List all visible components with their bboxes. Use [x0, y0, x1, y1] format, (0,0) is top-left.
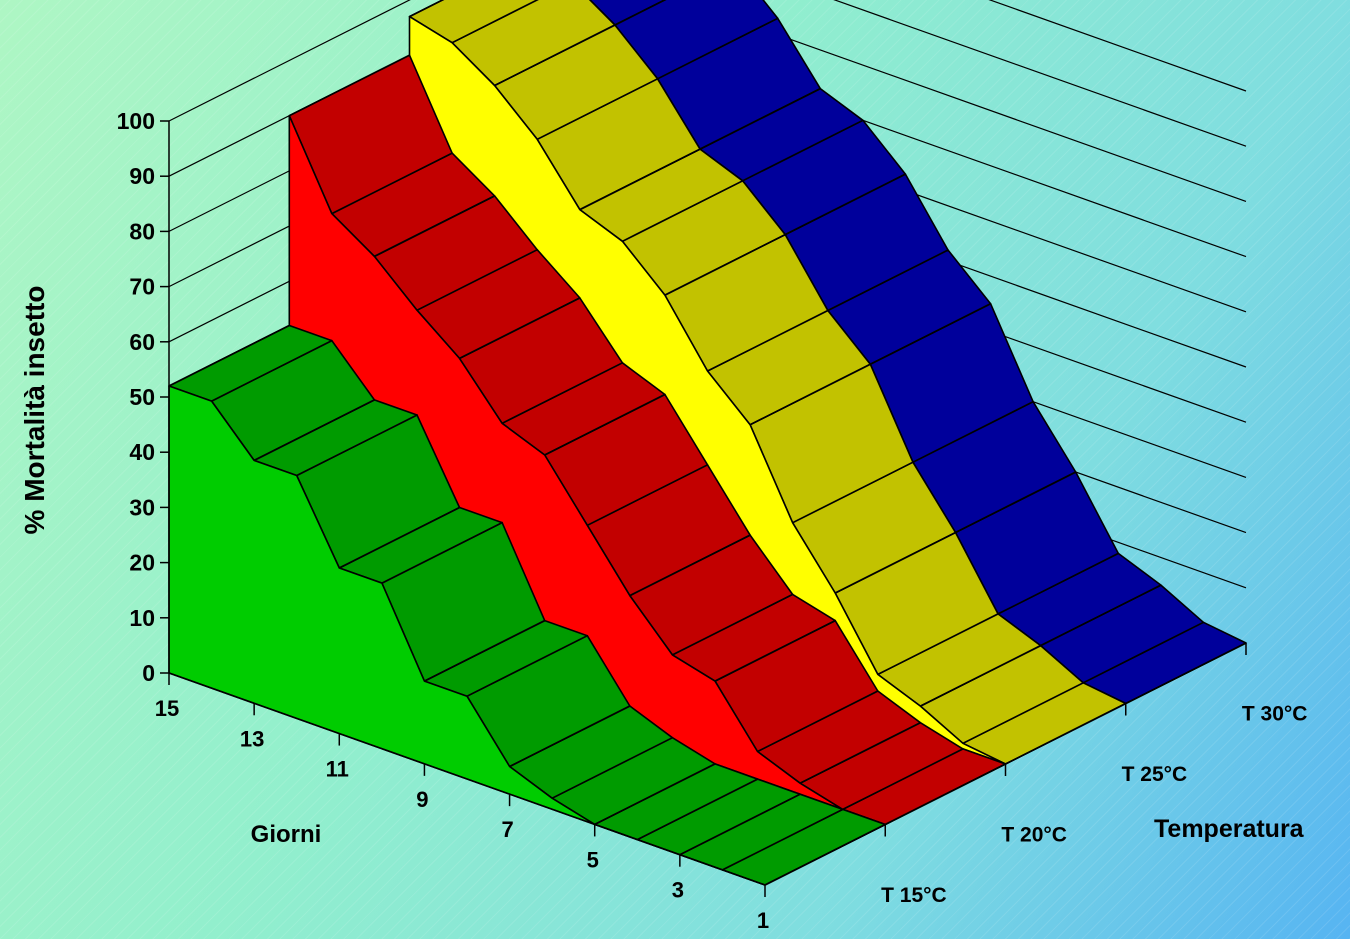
surface-cross-line	[424, 619, 546, 682]
y-tick-label: 50	[129, 384, 155, 410]
surface-cross-line	[629, 534, 751, 597]
surface-cross-line	[509, 705, 631, 768]
surface-cross-line	[288, 54, 410, 117]
x-tick-label: 11	[326, 757, 349, 782]
x-tick-label: 13	[240, 726, 264, 751]
surface-cross-line	[869, 303, 991, 365]
y-tick-label: 40	[129, 439, 155, 465]
z-tick-label: T 30°C	[1242, 702, 1308, 725]
surface-cross-line	[253, 399, 375, 462]
y-axis-title: % Mortalità insetto	[19, 286, 50, 535]
y-tick-label: 20	[129, 550, 155, 576]
x-tick-label: 5	[587, 847, 599, 872]
surface-cross-line	[834, 531, 956, 594]
y-tick-label: 80	[129, 218, 155, 244]
x-axis-line	[168, 672, 766, 886]
gridline	[168, 0, 1247, 122]
series-surfaces	[168, 0, 1247, 886]
surface-cross-line	[614, 0, 667, 26]
z-tick-label: T 15°C	[881, 884, 947, 907]
x-tick-label: 3	[672, 878, 684, 903]
surface-cross-line	[594, 763, 716, 826]
y-tick-label: 70	[129, 274, 155, 300]
x-axis-title: Giorni	[251, 821, 322, 848]
y-tick-label: 60	[129, 329, 155, 355]
surface-cross-line	[374, 195, 496, 258]
surface-cross-line	[459, 297, 581, 360]
surface-cross-line	[799, 721, 921, 784]
surface-cross-line	[544, 393, 666, 456]
x-tick-label: 15	[155, 696, 179, 721]
surface-cross-line	[579, 148, 701, 211]
surface-cross-line	[784, 173, 906, 236]
surface-cross-line	[749, 363, 871, 426]
x-tick-label: 1	[757, 908, 769, 933]
surface-cross-line	[1040, 584, 1162, 647]
x-tick-label: 9	[416, 787, 428, 812]
surface-cross-line	[338, 506, 460, 569]
x-tick-label: 7	[501, 817, 513, 842]
y-tick-label: 90	[129, 163, 155, 189]
surface-cross-line	[955, 471, 1077, 534]
y-tick-label: 100	[117, 108, 155, 134]
surface-segment	[588, 0, 667, 26]
surface-cross-line	[494, 24, 616, 87]
surface-cross-line	[699, 87, 821, 150]
axis-labels: % Mortalità insetto Giorni Temperatura	[19, 286, 1305, 848]
surface-cross-line	[714, 619, 836, 682]
y-tick-label: 0	[142, 660, 155, 686]
surface-cross-line	[168, 324, 290, 387]
surface-cross-line	[919, 644, 1041, 707]
surface-cross-line	[679, 793, 801, 856]
surface-cross-line	[409, 0, 445, 18]
z-axis-title: Temperatura	[1154, 815, 1305, 843]
z-tick-label: T 25°C	[1122, 763, 1188, 786]
y-tick-label: 10	[129, 605, 155, 631]
z-tick-label: T 20°C	[1001, 823, 1067, 846]
y-tick-label: 30	[129, 494, 155, 520]
surface-cross-line	[664, 233, 786, 296]
